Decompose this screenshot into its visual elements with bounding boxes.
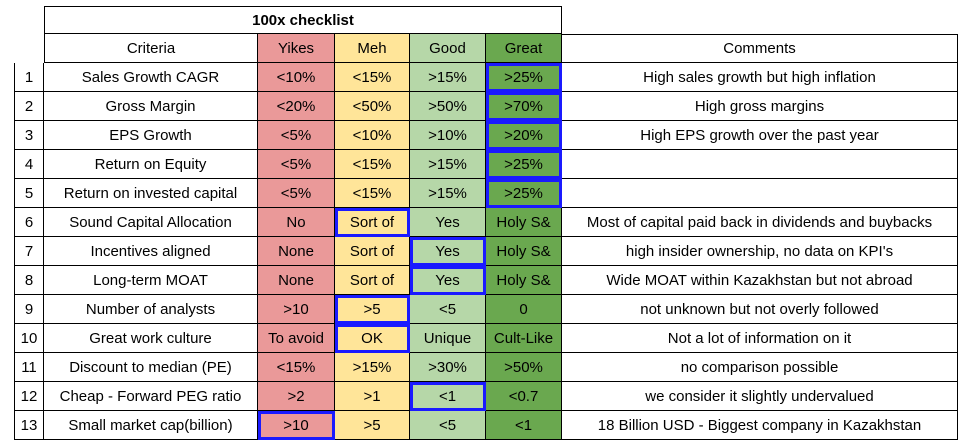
meh-cell: <15% xyxy=(335,179,410,208)
good-cell: <1 xyxy=(410,382,486,411)
row-number: 5 xyxy=(14,179,44,208)
yikes-cell: No xyxy=(258,208,335,237)
criteria-cell: Incentives aligned xyxy=(44,237,258,266)
comment-cell: 18 Billion USD - Biggest company in Kaza… xyxy=(562,411,958,440)
comment-cell: Not a lot of information on it xyxy=(562,324,958,353)
comment-cell: not unknown but not overly followed xyxy=(562,295,958,324)
meh-cell: >5 xyxy=(335,295,410,324)
row-number: 13 xyxy=(14,411,44,440)
criteria-cell: Discount to median (PE) xyxy=(44,353,258,382)
criteria-cell: EPS Growth xyxy=(44,121,258,150)
great-cell: >25% xyxy=(486,63,562,92)
header-comments: Comments xyxy=(562,34,958,63)
row-number: 2 xyxy=(14,92,44,121)
comment-cell xyxy=(562,179,958,208)
comment-cell: High gross margins xyxy=(562,92,958,121)
row-number: 10 xyxy=(14,324,44,353)
row-number: 3 xyxy=(14,121,44,150)
header-meh: Meh xyxy=(335,34,410,63)
row-number: 12 xyxy=(14,382,44,411)
criteria-cell: Small market cap(billion) xyxy=(44,411,258,440)
criteria-cell: Sales Growth CAGR xyxy=(44,63,258,92)
great-cell: >25% xyxy=(486,179,562,208)
yikes-cell: To avoid xyxy=(258,324,335,353)
criteria-cell: Cheap - Forward PEG ratio xyxy=(44,382,258,411)
meh-cell: >15% xyxy=(335,353,410,382)
great-cell: >50% xyxy=(486,353,562,382)
good-cell: >15% xyxy=(410,150,486,179)
meh-cell: <15% xyxy=(335,150,410,179)
yikes-cell: <20% xyxy=(258,92,335,121)
comment-cell: we consider it slightly undervalued xyxy=(562,382,958,411)
criteria-cell: Return on invested capital xyxy=(44,179,258,208)
good-cell: <5 xyxy=(410,411,486,440)
meh-cell: Sort of xyxy=(335,237,410,266)
table-title: 100x checklist xyxy=(44,6,562,34)
great-cell: Holy S& xyxy=(486,208,562,237)
row-number: 1 xyxy=(14,63,44,92)
meh-cell: <50% xyxy=(335,92,410,121)
header-good: Good xyxy=(410,34,486,63)
good-cell: Yes xyxy=(410,266,486,295)
header-yikes: Yikes xyxy=(258,34,335,63)
good-cell: Yes xyxy=(410,208,486,237)
yikes-cell: <5% xyxy=(258,121,335,150)
great-cell: Cult-Like xyxy=(486,324,562,353)
great-cell: Holy S& xyxy=(486,266,562,295)
comment-cell: High EPS growth over the past year xyxy=(562,121,958,150)
comment-cell: High sales growth but high inflation xyxy=(562,63,958,92)
row-number: 6 xyxy=(14,208,44,237)
criteria-cell: Return on Equity xyxy=(44,150,258,179)
great-cell: Holy S& xyxy=(486,237,562,266)
yikes-cell: >10 xyxy=(258,411,335,440)
meh-cell: >1 xyxy=(335,382,410,411)
meh-cell: Sort of xyxy=(335,266,410,295)
yikes-cell: <10% xyxy=(258,63,335,92)
yikes-cell: None xyxy=(258,237,335,266)
meh-cell: OK xyxy=(335,324,410,353)
row-number: 11 xyxy=(14,353,44,382)
great-cell: <0.7 xyxy=(486,382,562,411)
criteria-cell: Number of analysts xyxy=(44,295,258,324)
good-cell: >50% xyxy=(410,92,486,121)
criteria-cell: Gross Margin xyxy=(44,92,258,121)
good-cell: >15% xyxy=(410,63,486,92)
good-cell: <5 xyxy=(410,295,486,324)
row-number: 9 xyxy=(14,295,44,324)
comment-cell xyxy=(562,150,958,179)
great-cell: 0 xyxy=(486,295,562,324)
great-cell: >70% xyxy=(486,92,562,121)
yikes-cell: <5% xyxy=(258,179,335,208)
great-cell: <1 xyxy=(486,411,562,440)
row-number: 4 xyxy=(14,150,44,179)
great-cell: >20% xyxy=(486,121,562,150)
header-criteria: Criteria xyxy=(44,34,258,63)
meh-cell: >5 xyxy=(335,411,410,440)
comment-cell: high insider ownership, no data on KPI's xyxy=(562,237,958,266)
header-great: Great xyxy=(486,34,562,63)
good-cell: >15% xyxy=(410,179,486,208)
row-number: 8 xyxy=(14,266,44,295)
meh-cell: <15% xyxy=(335,63,410,92)
row-number: 7 xyxy=(14,237,44,266)
yikes-cell: None xyxy=(258,266,335,295)
great-cell: >25% xyxy=(486,150,562,179)
good-cell: >10% xyxy=(410,121,486,150)
comment-cell: Wide MOAT within Kazakhstan but not abro… xyxy=(562,266,958,295)
yikes-cell: <15% xyxy=(258,353,335,382)
yikes-cell: >2 xyxy=(258,382,335,411)
meh-cell: <10% xyxy=(335,121,410,150)
criteria-cell: Great work culture xyxy=(44,324,258,353)
meh-cell: Sort of xyxy=(335,208,410,237)
criteria-cell: Sound Capital Allocation xyxy=(44,208,258,237)
good-cell: >30% xyxy=(410,353,486,382)
criteria-cell: Long-term MOAT xyxy=(44,266,258,295)
good-cell: Yes xyxy=(410,237,486,266)
yikes-cell: <5% xyxy=(258,150,335,179)
comment-cell: Most of capital paid back in dividends a… xyxy=(562,208,958,237)
comment-cell: no comparison possible xyxy=(562,353,958,382)
good-cell: Unique xyxy=(410,324,486,353)
yikes-cell: >10 xyxy=(258,295,335,324)
